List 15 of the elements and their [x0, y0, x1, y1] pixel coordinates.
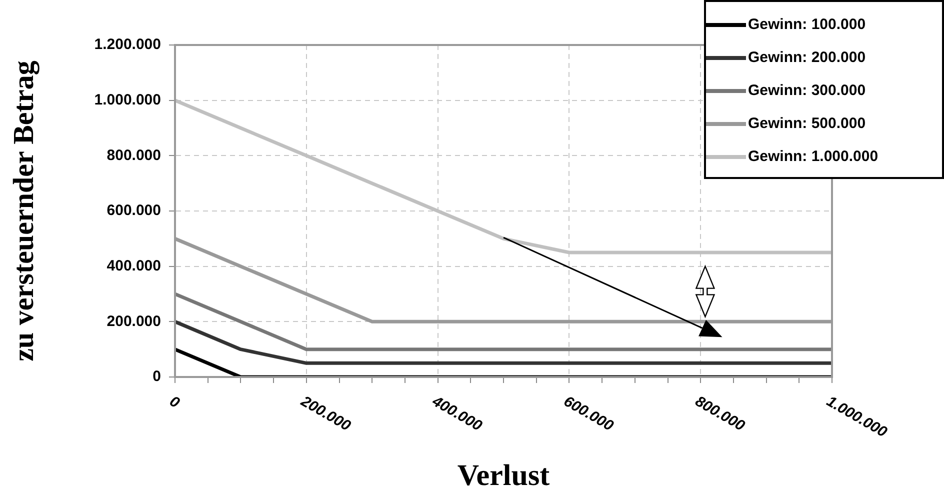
y-tick-label: 800.000 — [106, 146, 161, 164]
y-tick-label: 600.000 — [106, 202, 161, 220]
y-tick-label: 200.000 — [106, 312, 161, 330]
y-tick-label: 400.000 — [106, 257, 161, 274]
y-tick-label: 1.200.000 — [94, 36, 161, 54]
legend-label: Gewinn: 500.000 — [748, 115, 866, 132]
y-tick-label: 1.000.000 — [94, 91, 161, 108]
y-tick-label: 0 — [152, 368, 161, 386]
legend-label: Gewinn: 300.000 — [748, 82, 866, 99]
legend-label: Gewinn: 1.000.000 — [748, 148, 878, 165]
legend-label: Gewinn: 100.000 — [748, 16, 866, 33]
y-axis-title: zu versteuernder Betrag — [8, 60, 40, 362]
x-axis-title: Verlust — [457, 458, 550, 492]
legend-label: Gewinn: 200.000 — [748, 49, 866, 66]
x-tick-label: 0 — [166, 392, 183, 412]
